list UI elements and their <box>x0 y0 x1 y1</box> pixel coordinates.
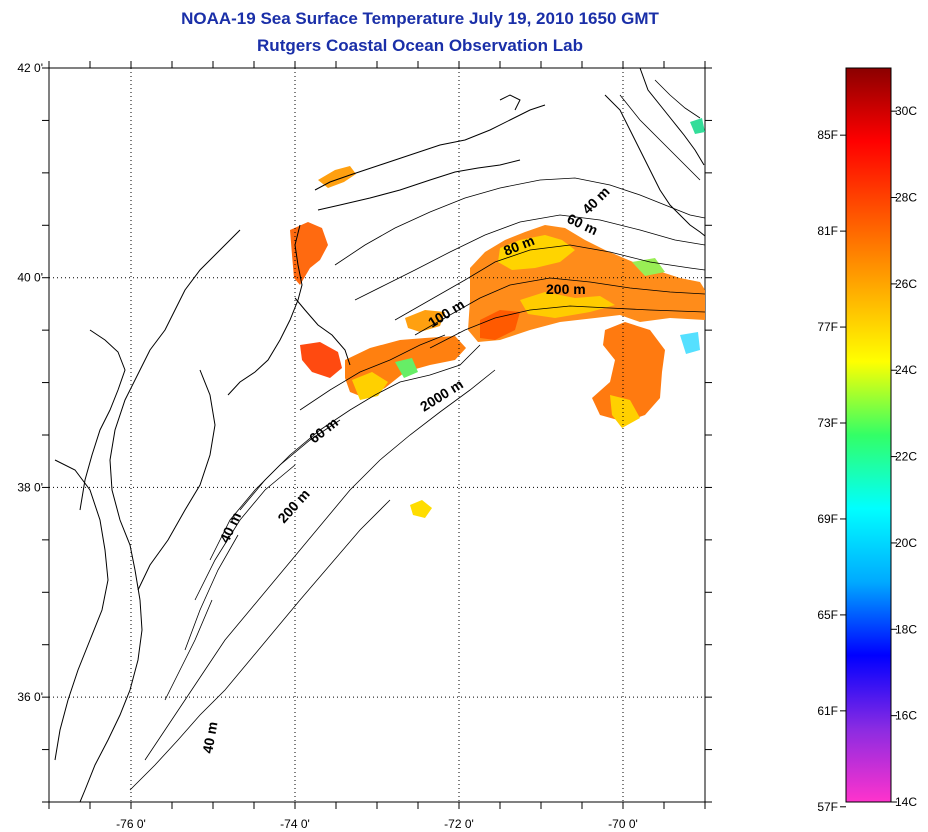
colorbar-fahrenheit-label: 73F <box>817 416 838 430</box>
sst-patch-east-green <box>610 395 640 428</box>
sst-patch-yellow-north <box>498 235 575 270</box>
colorbar-labels: 30C 28C 26C 24C 22C 20C 18C 16C 14C 85F 81F 77F 73F 6… <box>817 104 917 814</box>
sst-patch-red-core <box>480 310 520 340</box>
coastline <box>54 68 705 802</box>
lon-tick-label: -70 0' <box>608 817 638 831</box>
lon-tick-label: -76 0' <box>116 817 146 831</box>
sst-patch-green-edge <box>632 258 665 276</box>
depth-label-40m-south: 40 m <box>199 720 220 754</box>
lon-tick-label: -74 0' <box>280 817 310 831</box>
lat-tick-label: 40 0' <box>17 271 43 285</box>
sst-patch-delaware <box>300 342 342 378</box>
colorbar-celsius-label: 22C <box>895 450 917 464</box>
sst-patch-central-green <box>395 358 418 378</box>
map-frame <box>48 67 706 803</box>
lat-tick-label: 36 0' <box>17 690 43 704</box>
sst-patch-nj-coast <box>290 222 328 285</box>
graticule <box>49 68 705 802</box>
sst-patches <box>290 118 705 518</box>
lat-tick-label: 42 0' <box>17 61 43 75</box>
colorbar-fahrenheit-label: 61F <box>817 704 838 718</box>
lon-tick-label: -72 0' <box>444 817 474 831</box>
sst-patch-yellow-mid <box>520 292 615 318</box>
depth-label-200m-north: 200 m <box>546 281 586 297</box>
colorbar-celsius-label: 18C <box>895 622 917 636</box>
colorbar-fahrenheit-label: 77F <box>817 320 838 334</box>
bathymetry-contours <box>129 79 705 791</box>
colorbar-fahrenheit-label: 69F <box>817 512 838 526</box>
map-title: NOAA-19 Sea Surface Temperature July 19,… <box>181 9 659 28</box>
sst-patch-hudson <box>405 310 445 332</box>
lat-tick-label: 38 0' <box>17 480 43 494</box>
colorbar-ramp <box>845 67 892 803</box>
colorbar-celsius-label: 14C <box>895 795 917 809</box>
sst-patch-south-small <box>410 500 432 518</box>
colorbar-celsius-label: 30C <box>895 104 917 118</box>
map-axes: 42 0' 40 0' 38 0' 36 0' -76 0' -74 0' -72 0' -7… <box>17 61 712 831</box>
colorbar-celsius-label: 20C <box>895 536 917 550</box>
colorbar: 30C 28C 26C 24C 22C 20C 18C 16C 14C 85F 81F 77F 73F 6… <box>817 67 917 814</box>
colorbar-celsius-label: 24C <box>895 363 917 377</box>
colorbar-celsius-label: 16C <box>895 709 917 723</box>
colorbar-fahrenheit-label: 85F <box>817 128 838 142</box>
sst-patch-cyan-east <box>680 332 700 354</box>
colorbar-fahrenheit-label: 65F <box>817 608 838 622</box>
colorbar-fahrenheit-label: 81F <box>817 224 838 238</box>
sst-patch-gulf-maine <box>690 118 705 134</box>
colorbar-celsius-label: 28C <box>895 191 917 205</box>
sst-patch-long-island <box>318 166 356 188</box>
colorbar-celsius-label: 26C <box>895 277 917 291</box>
map-subtitle: Rutgers Coastal Ocean Observation Lab <box>257 36 583 55</box>
colorbar-fahrenheit-label: 57F <box>817 800 838 814</box>
